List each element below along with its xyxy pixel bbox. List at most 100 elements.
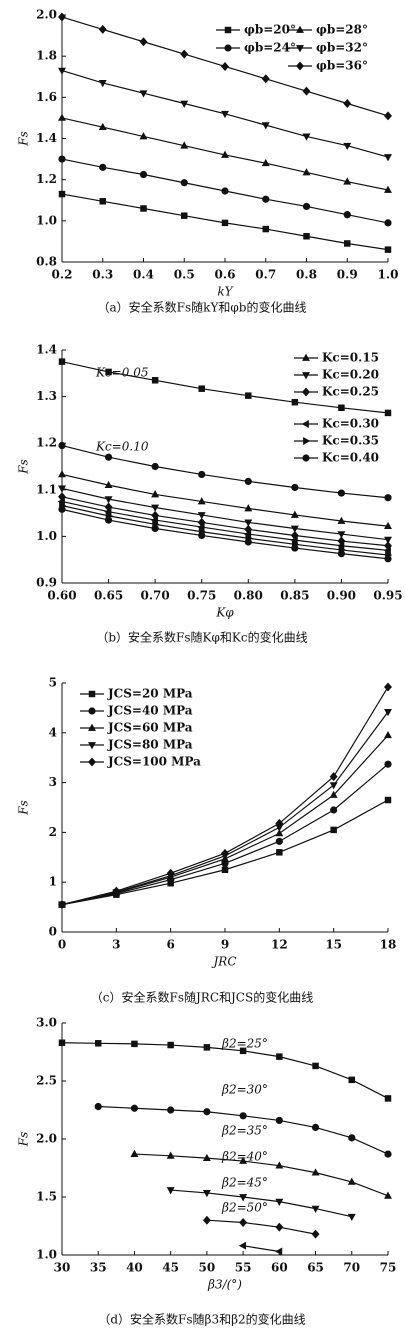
marker [151,490,160,498]
y-axis-label: Fs [17,1132,31,1147]
series-label: β2=50° [221,1201,268,1215]
marker [221,866,229,873]
series-label: β2=35° [221,1124,268,1138]
y-tick-label: 1.2 [36,172,57,186]
marker [384,494,392,502]
marker [239,1156,248,1164]
marker [384,555,392,563]
legend-label: Kc=0.35 [322,434,379,448]
marker [291,483,299,492]
x-tick-label: 0.6 [215,268,236,282]
marker [197,517,206,527]
marker [221,61,229,71]
marker [202,1215,211,1225]
series-label: β2=30° [221,1083,268,1097]
x-tick-label: 0.7 [255,268,276,282]
x-tick-label: 0.85 [280,589,309,603]
marker [202,1153,211,1162]
y-axis-label: Fs [17,131,31,146]
marker [337,541,345,550]
marker [337,550,346,558]
marker [276,849,283,856]
marker [238,1241,246,1250]
marker [329,790,338,798]
marker [140,205,147,212]
legend-marker [301,420,309,428]
y-tick-label: 1.6 [36,90,57,104]
x-tick-label: 0 [58,938,66,952]
marker [311,1123,320,1131]
marker [291,398,299,406]
marker [275,1116,283,1125]
x-tick-label: 15 [325,938,342,952]
marker [347,1177,356,1185]
series-line [170,1189,352,1218]
marker [275,829,284,837]
marker [203,1108,211,1116]
x-tick-label: 0.4 [133,268,154,282]
marker [198,531,206,540]
marker [221,110,229,119]
marker [150,516,159,525]
caption: （d）安全系数Fs随β3和β2的变化曲线 [98,1312,305,1327]
legend-label: JCS=100 MPa [107,755,201,769]
marker [166,1187,175,1195]
legend-label: JCS=80 MPa [107,738,193,752]
marker [58,505,66,513]
marker [262,195,270,203]
marker [348,1134,356,1142]
legend-marker [88,707,96,715]
series-label: Kc=0.05 [95,366,148,380]
marker [244,504,253,512]
marker [58,900,66,910]
marker [197,512,206,520]
marker [197,523,205,532]
marker [58,470,66,478]
marker [384,1095,392,1102]
legend-label: φb=28° [316,23,368,37]
y-tick-label: 0.9 [36,576,57,590]
marker [384,796,392,804]
marker [139,170,148,179]
marker [384,709,392,717]
marker [221,150,229,158]
legend-label: JCS=60 MPa [107,721,193,735]
x-tick-label: 0.2 [52,268,73,282]
y-tick-label: 1.1 [36,482,57,496]
series-line [61,1042,389,1099]
marker [291,544,299,552]
legend-label: JCS=20 MPa [107,687,193,701]
series-line [61,444,389,499]
marker [105,368,112,376]
marker [302,133,311,141]
series-line [206,1219,316,1235]
x-axis-label: JRC [210,955,236,969]
marker [151,462,159,471]
series-line [61,487,389,541]
legend-marker [88,690,96,698]
marker [311,1168,320,1176]
x-tick-label: 0.80 [234,589,263,603]
x-tick-label: 0.90 [327,589,356,603]
y-tick-label: 1.4 [36,131,57,145]
y-tick-label: 1.0 [36,213,57,227]
marker [384,185,392,193]
marker [384,760,392,768]
marker [244,538,252,546]
marker [180,49,189,59]
marker [311,1205,320,1213]
marker [343,99,352,109]
marker [384,682,392,692]
marker [275,1198,284,1206]
y-tick-label: 2.5 [36,1074,57,1088]
marker [302,202,311,211]
marker [58,441,66,450]
marker [112,886,121,896]
marker [239,1047,247,1055]
series-label: Kc=0.10 [95,440,149,454]
x-tick-label: 50 [199,1261,216,1275]
marker [348,1076,356,1084]
marker [239,1112,247,1120]
marker [197,497,206,505]
